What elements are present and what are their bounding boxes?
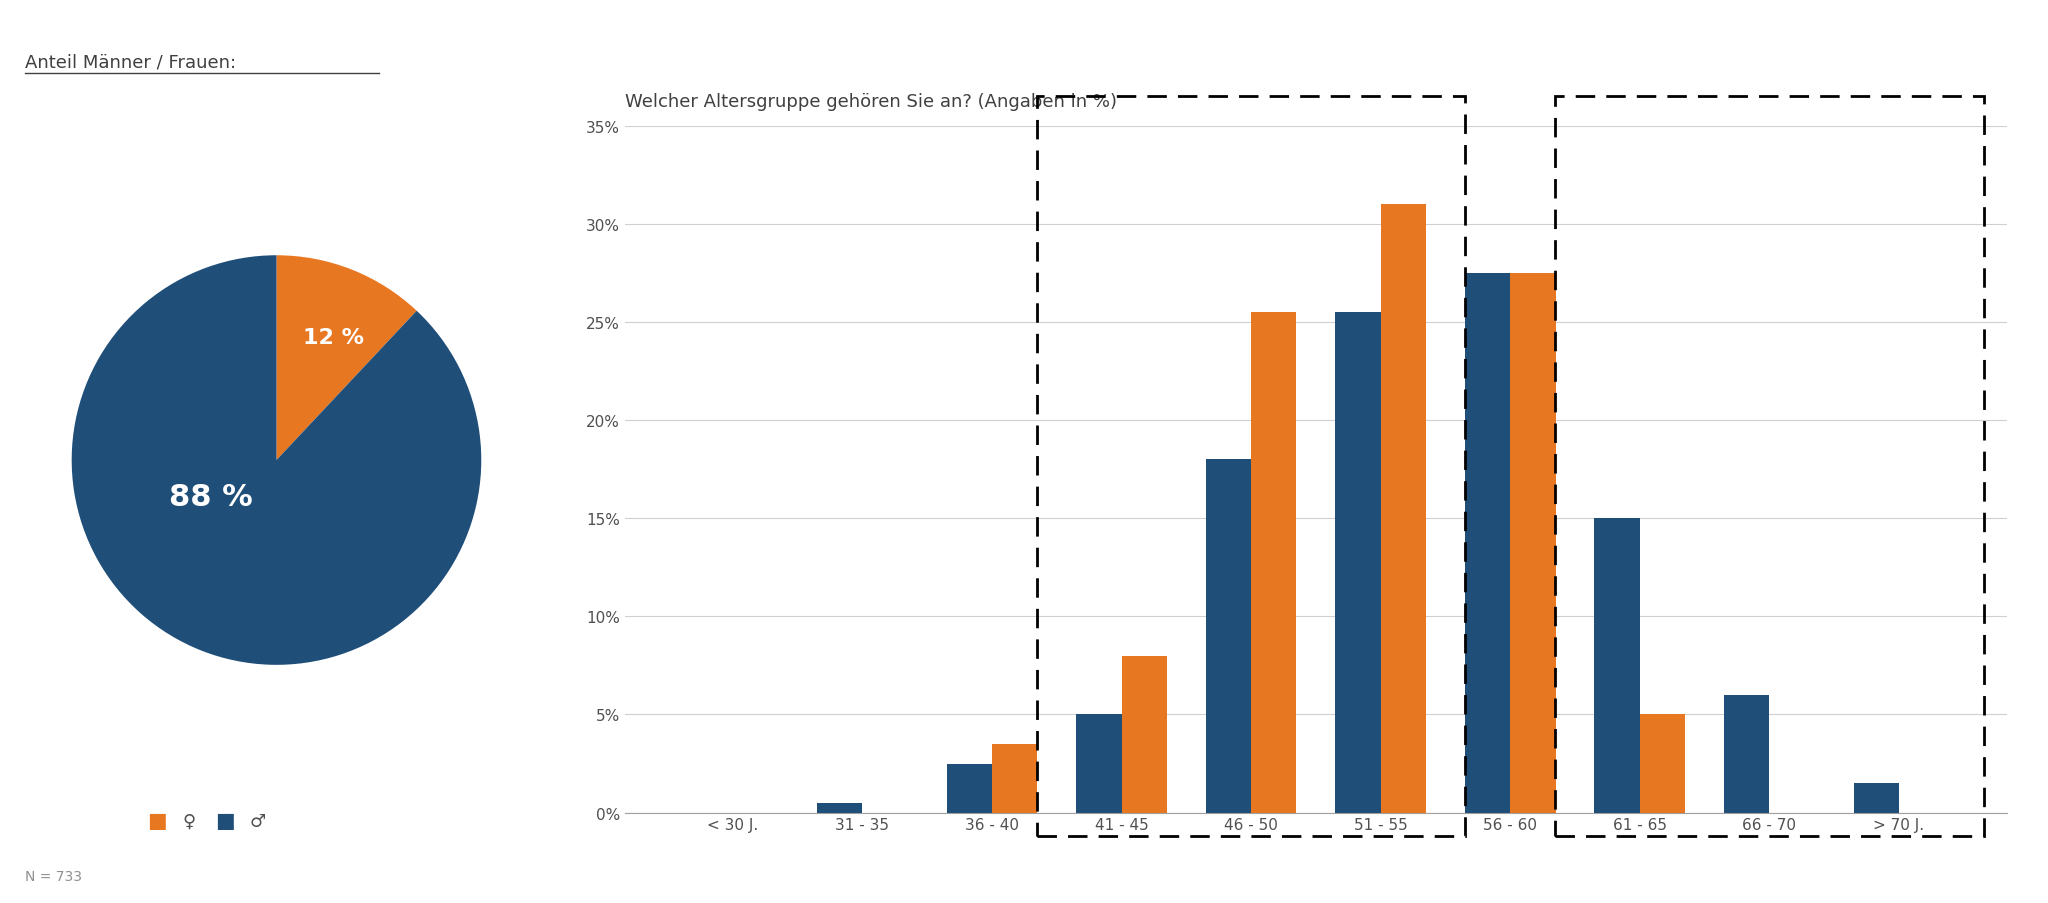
Bar (991, 744, 1036, 813)
Bar (1595, 518, 1640, 813)
Bar (1380, 205, 1425, 813)
Text: ■: ■ (215, 810, 236, 830)
Text: Welcher Altersgruppe gehören Sie an? (Angaben in %): Welcher Altersgruppe gehören Sie an? (An… (625, 93, 1116, 111)
Bar (1640, 714, 1686, 813)
Bar (1251, 312, 1296, 813)
Wedge shape (276, 256, 416, 461)
Wedge shape (72, 256, 481, 666)
Text: 88 %: 88 % (170, 483, 252, 512)
Bar (817, 803, 862, 813)
Bar (1509, 274, 1556, 813)
Text: Anteil Männer / Frauen:: Anteil Männer / Frauen: (25, 54, 236, 71)
Bar (1075, 714, 1122, 813)
Bar (1122, 656, 1167, 813)
Bar (1724, 695, 1769, 813)
Text: 12 %: 12 % (303, 328, 365, 348)
Text: ♀: ♀ (182, 813, 195, 830)
Text: N = 733: N = 733 (25, 870, 82, 883)
Bar (1206, 460, 1251, 813)
Text: ■: ■ (147, 810, 168, 830)
Bar (1335, 312, 1380, 813)
Text: ♂: ♂ (250, 813, 266, 830)
Bar (1554, 97, 1985, 836)
Bar (946, 764, 991, 813)
Bar (1036, 97, 1466, 836)
Bar (1853, 783, 1898, 813)
Bar (1464, 274, 1509, 813)
